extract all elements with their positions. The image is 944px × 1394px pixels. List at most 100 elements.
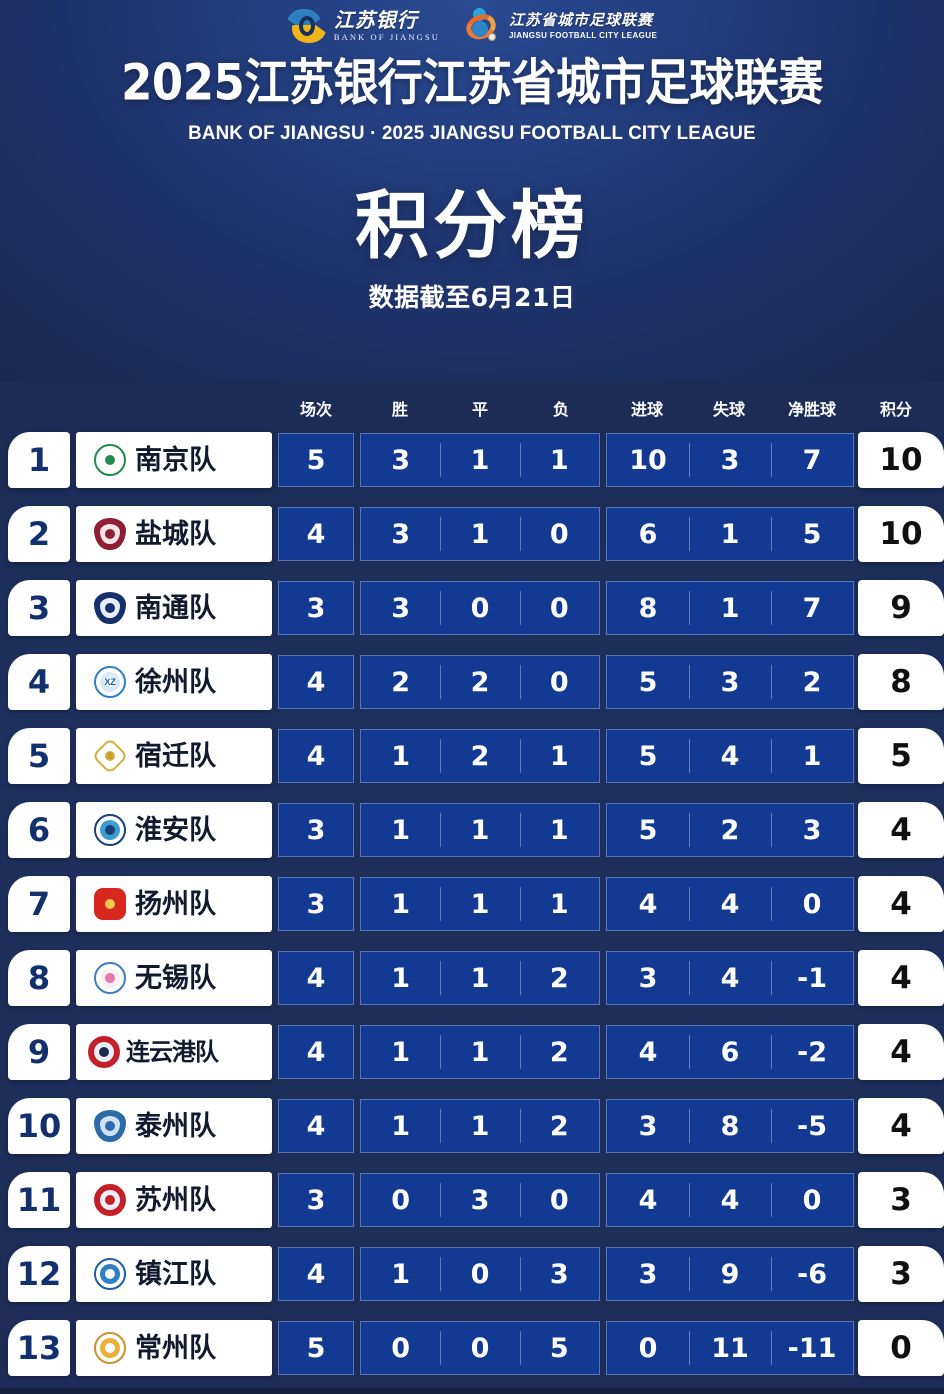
table-row: 11 苏州队 3 0 3 0 4 4 0 3	[0, 1172, 944, 1228]
played-value: 4	[306, 962, 326, 994]
column-header-row: 场次 胜 平 负 进球 失球 净胜球 积分	[0, 396, 944, 432]
rank-value: 3	[27, 589, 51, 627]
win-value: 3	[391, 444, 411, 476]
goals-for-value: 3	[638, 962, 658, 994]
played-group: 4	[278, 951, 354, 1005]
table-row: 8 无锡队 4 1 1 2 3 4 -1 4	[0, 950, 944, 1006]
team-name: 无锡队	[135, 962, 216, 994]
team-cell: 扬州队	[76, 876, 272, 932]
points-badge: 4	[858, 1098, 944, 1154]
team-name: 宿迁队	[135, 740, 216, 772]
goals-group: 5 2 3	[606, 803, 854, 857]
rank-value: 11	[16, 1181, 62, 1219]
loss-value: 2	[519, 1100, 599, 1152]
rank-value: 4	[27, 663, 51, 701]
xuzhou-crest: XZ	[94, 666, 126, 698]
played-value: 5	[306, 1332, 326, 1364]
played-value: 3	[306, 1184, 326, 1216]
win-draw-loss-group: 1 1 2	[360, 1099, 600, 1153]
sponsor-name-cn: 江苏银行	[333, 8, 418, 33]
league-name-cn: 江苏省城市足球联赛	[508, 10, 653, 29]
goals-group: 5 3 2	[606, 655, 854, 709]
points-value: 5	[890, 737, 912, 774]
rank-badge: 4	[8, 654, 70, 710]
column-header-loss: 负	[552, 400, 570, 419]
win-draw-loss-group: 1 1 1	[360, 877, 600, 931]
yangzhou-crest	[94, 888, 126, 920]
team-name: 连云港队	[126, 1038, 219, 1066]
goal-diff-value: 1	[771, 730, 853, 782]
table-row: 10 泰州队 4 1 1 2 3 8 -5 4	[0, 1098, 944, 1154]
draw-value: 1	[440, 1100, 519, 1152]
goals-against-value: 4	[689, 952, 771, 1004]
win-draw-loss-group: 3 0 0	[360, 581, 600, 635]
rank-badge: 5	[8, 728, 70, 784]
goal-diff-value: 0	[771, 878, 853, 930]
team-name: 扬州队	[135, 888, 216, 920]
goals-group: 0 11 -11	[606, 1321, 854, 1375]
table-row: 12 镇江队 4 1 0 3 3 9 -6 3	[0, 1246, 944, 1302]
zhenjiang-crest	[94, 1258, 126, 1290]
win-value: 3	[391, 518, 411, 550]
loss-value: 1	[519, 730, 599, 782]
played-value: 4	[306, 1110, 326, 1142]
loss-value: 5	[519, 1322, 599, 1374]
draw-value: 1	[440, 952, 519, 1004]
goals-against-value: 4	[689, 878, 771, 930]
points-value: 4	[890, 959, 912, 996]
played-group: 5	[278, 433, 354, 487]
rank-value: 5	[27, 737, 51, 775]
draw-value: 3	[440, 1174, 519, 1226]
points-badge: 10	[858, 432, 944, 488]
rank-value: 1	[27, 441, 51, 479]
table-row: 1 南京队 5 3 1 1 10 3 7 10	[0, 432, 944, 488]
team-cell: 苏州队	[76, 1172, 272, 1228]
rank-value: 10	[16, 1107, 62, 1145]
played-group: 3	[278, 877, 354, 931]
played-group: 4	[278, 1025, 354, 1079]
draw-value: 0	[440, 1322, 519, 1374]
data-asof-label: 数据截至6月21日	[368, 282, 576, 312]
goals-for-value: 4	[638, 888, 658, 920]
win-draw-loss-group: 1 1 1	[360, 803, 600, 857]
rank-badge: 13	[8, 1320, 70, 1376]
win-value: 1	[391, 1036, 411, 1068]
win-draw-loss-group: 1 2 1	[360, 729, 600, 783]
table-row: 9 连云港队 4 1 1 2 4 6 -2 4	[0, 1024, 944, 1080]
rank-badge: 2	[8, 506, 70, 562]
team-name: 徐州队	[135, 666, 216, 698]
win-draw-loss-group: 1 1 2	[360, 1025, 600, 1079]
goals-group: 4 6 -2	[606, 1025, 854, 1079]
loss-value: 0	[519, 508, 599, 560]
team-cell: 连云港队	[76, 1024, 272, 1080]
played-value: 4	[306, 518, 326, 550]
rank-badge: 9	[8, 1024, 70, 1080]
loss-value: 1	[519, 804, 599, 856]
win-draw-loss-group: 1 1 2	[360, 951, 600, 1005]
goals-against-value: 1	[689, 582, 771, 634]
taizhou-crest	[94, 1110, 126, 1142]
loss-value: 0	[519, 656, 599, 708]
rank-badge: 12	[8, 1246, 70, 1302]
rank-value: 9	[27, 1033, 51, 1071]
goal-diff-value: -2	[771, 1026, 853, 1078]
team-name: 南京队	[135, 444, 216, 476]
points-value: 0	[890, 1329, 912, 1366]
played-value: 4	[306, 666, 326, 698]
goals-for-value: 10	[629, 444, 667, 476]
loss-value: 3	[519, 1248, 599, 1300]
goals-against-value: 8	[689, 1100, 771, 1152]
goals-for-value: 8	[638, 592, 658, 624]
goal-diff-value: 7	[771, 582, 853, 634]
table-row: 4 XZ 徐州队 4 2 2 0 5 3 2 8	[0, 654, 944, 710]
win-value: 1	[391, 740, 411, 772]
win-value: 1	[391, 1258, 411, 1290]
table-row: 3 南通队 3 3 0 0 8 1 7 9	[0, 580, 944, 636]
goal-diff-value: 3	[771, 804, 853, 856]
team-name: 泰州队	[135, 1110, 216, 1142]
rank-badge: 7	[8, 876, 70, 932]
goals-group: 5 4 1	[606, 729, 854, 783]
rank-badge: 6	[8, 802, 70, 858]
column-header-played: 场次	[299, 400, 333, 419]
rank-value: 12	[16, 1255, 62, 1293]
